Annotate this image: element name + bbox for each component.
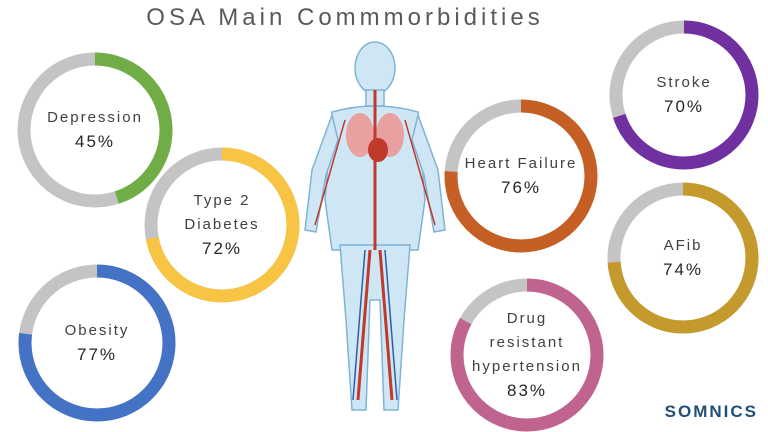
donut-arc bbox=[18, 264, 176, 422]
donut-arc bbox=[444, 99, 598, 253]
donut-arc bbox=[609, 20, 759, 170]
donut-title: Heart Failure bbox=[464, 155, 578, 172]
donut-label: Depression 45% bbox=[35, 106, 155, 154]
donut-arc bbox=[144, 147, 300, 303]
donut-value-label: 72% bbox=[201, 239, 243, 258]
donut-label: Stroke 70% bbox=[624, 71, 744, 119]
donut-arc bbox=[607, 182, 759, 334]
donut-title: Type 2 Diabetes bbox=[184, 192, 260, 233]
donut-title: Stroke bbox=[656, 74, 712, 91]
donut-value-label: 74% bbox=[662, 260, 704, 279]
donut-value-label: 76% bbox=[500, 178, 542, 197]
donut-value-label: 83% bbox=[506, 381, 548, 400]
donut-arc bbox=[450, 278, 604, 432]
donut-label: Drug resistant hypertension 83% bbox=[467, 307, 587, 403]
donut-value-label: 70% bbox=[663, 97, 705, 116]
donut-label: AFib 74% bbox=[623, 234, 743, 282]
donut-title: AFib bbox=[663, 237, 703, 254]
donut-title: Obesity bbox=[64, 322, 130, 339]
donut-label: Heart Failure 76% bbox=[461, 152, 581, 200]
donut-label: Type 2 Diabetes 72% bbox=[162, 189, 282, 261]
donut-arc bbox=[17, 52, 173, 208]
page-title: OSA Main Commmorbidities bbox=[146, 4, 544, 31]
donut-label: Obesity 77% bbox=[37, 319, 157, 367]
brand-logo: SOMNICS bbox=[664, 402, 758, 421]
donut-title: Drug resistant hypertension bbox=[472, 310, 582, 375]
donut-value-label: 45% bbox=[74, 132, 116, 151]
donut-value-label: 77% bbox=[76, 345, 118, 364]
organs bbox=[314, 90, 436, 401]
donut-title: Depression bbox=[47, 109, 143, 126]
